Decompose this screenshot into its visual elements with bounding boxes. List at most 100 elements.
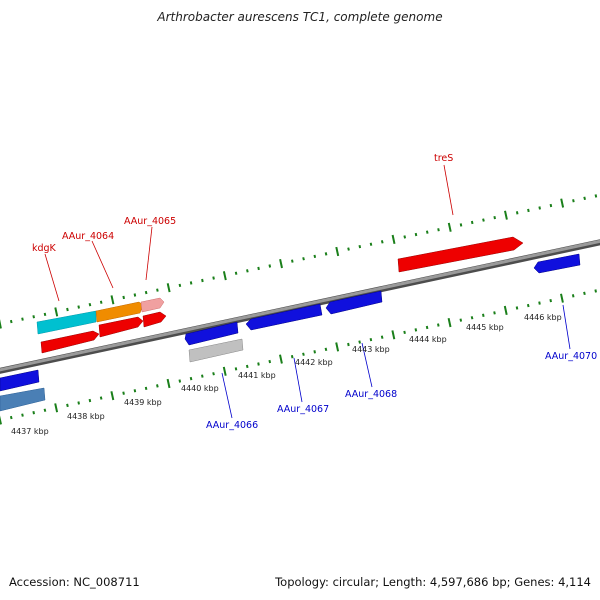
forward-tick-mark (257, 266, 260, 271)
gene-AAur_4070[interactable] (533, 253, 581, 274)
reverse-tick-mark (549, 298, 552, 303)
reverse-tick-mark (515, 306, 519, 310)
reverse-tick-mark (156, 384, 159, 388)
scale-label: 4444 kbp (409, 335, 447, 344)
reverse-tick-mark (166, 378, 171, 389)
reverse-tick-mark (583, 291, 586, 296)
label-treS: treS (434, 153, 453, 164)
forward-tick-mark (470, 220, 474, 225)
reverse-tick-mark (222, 366, 227, 376)
reverse-tick-mark (482, 313, 485, 317)
reverse-tick-mark (380, 335, 384, 339)
genome-summary-text: Topology: circular; Length: 4,597,686 bp… (275, 575, 591, 589)
gene-AAur_4065[interactable] (140, 297, 165, 313)
reverse-tick-mark (414, 328, 418, 332)
label-leaders (44, 164, 571, 419)
label-AAur_4065: AAur_4065 (124, 216, 176, 227)
reverse-tick-mark (32, 411, 35, 415)
forward-tick-mark (324, 252, 328, 256)
reverse-tick-mark (88, 398, 92, 403)
forward-tick-mark (189, 281, 193, 285)
forward-tick-mark (110, 295, 115, 305)
reverse-tick-mark (470, 316, 474, 320)
reverse-tick-track (0, 289, 597, 425)
gene-reverse-left[interactable] (0, 369, 40, 392)
forward-tick-mark (302, 257, 305, 261)
reverse-tick-mark (9, 415, 13, 420)
forward-tick-mark (279, 258, 283, 269)
map-title: Arthrobacter aurescens TC1, complete gen… (157, 10, 443, 24)
gene-treS[interactable] (397, 236, 524, 273)
forward-tick-mark (504, 210, 508, 220)
reverse-tick-mark (290, 355, 294, 359)
forward-tick-mark (414, 232, 418, 237)
forward-tick-mark (0, 319, 2, 329)
forward-tick-mark (212, 276, 215, 280)
reverse-tick-mark (21, 413, 24, 417)
reverse-genes (0, 253, 581, 412)
reverse-tick-mark (279, 354, 283, 364)
gene-forward-1[interactable] (40, 330, 100, 354)
forward-tick-mark (54, 307, 59, 317)
reverse-tick-mark (189, 376, 193, 381)
forward-tick-mark (21, 317, 24, 321)
reverse-tick-mark (594, 289, 597, 293)
forward-tick-mark (403, 235, 407, 239)
reverse-tick-mark (268, 359, 272, 364)
reverse-tick-mark (347, 342, 350, 347)
forward-tick-mark (43, 312, 47, 317)
reverse-tick-mark (212, 372, 215, 376)
forward-tick-mark (583, 196, 586, 201)
reverse-tick-mark (437, 323, 440, 327)
genome-backbone (0, 239, 600, 374)
forward-tick-mark (166, 283, 171, 293)
gene-labels: kdgK AAur_4064 AAur_4065 treS AAur_4066 … (32, 153, 597, 431)
scale-label: 4441 kbp (238, 371, 276, 380)
forward-tick-mark (122, 295, 125, 300)
gene-forward-2[interactable] (98, 316, 144, 338)
forward-tick-mark (369, 242, 373, 246)
reverse-tick-mark (459, 318, 463, 322)
forward-tick-mark (291, 259, 294, 263)
gene-AAur_4066[interactable] (188, 338, 244, 363)
gene-AAur_4068[interactable] (325, 290, 383, 315)
reverse-tick-mark (122, 391, 125, 395)
forward-tick-mark (515, 211, 519, 215)
reverse-tick-mark (571, 294, 575, 298)
reverse-tick-mark (99, 396, 103, 400)
reverse-tick-mark (245, 364, 249, 369)
reverse-tick-mark (178, 379, 182, 383)
forward-tick-mark (201, 278, 204, 283)
gene-AAur_4066-block[interactable] (184, 321, 239, 346)
scale-label: 4445 kbp (466, 323, 504, 332)
reverse-tick-mark (144, 386, 148, 391)
forward-tick-mark (156, 288, 159, 292)
forward-tick-mark (425, 230, 429, 234)
reverse-tick-mark (66, 403, 69, 408)
reverse-tick-mark (403, 330, 406, 335)
forward-tick-mark (493, 215, 496, 220)
label-AAur_4066: AAur_4066 (206, 420, 258, 431)
forward-genes (36, 236, 524, 354)
label-AAur_4068: AAur_4068 (345, 389, 397, 400)
forward-tick-mark (144, 290, 148, 295)
leader-kdgK (44, 253, 60, 302)
gene-kdgK[interactable] (36, 310, 97, 335)
scale-label: 4446 kbp (524, 313, 562, 322)
forward-tick-mark (178, 283, 182, 288)
forward-tick-mark (66, 307, 69, 312)
gene-forward-3[interactable] (142, 311, 167, 328)
forward-tick-mark (549, 203, 553, 208)
forward-tick-mark (391, 234, 396, 245)
label-AAur_4067: AAur_4067 (277, 404, 329, 415)
reverse-tick-mark (0, 415, 2, 425)
reverse-tick-mark (110, 391, 115, 401)
gene-AAur_4067[interactable] (245, 303, 323, 331)
label-kdgK: kdgK (32, 243, 57, 254)
scale-label: 4439 kbp (124, 398, 162, 407)
leader-AAur_4068 (361, 342, 373, 388)
gene-reverse-left-2[interactable] (0, 387, 46, 412)
reverse-tick-mark (447, 317, 452, 328)
forward-tick-mark (32, 315, 35, 319)
